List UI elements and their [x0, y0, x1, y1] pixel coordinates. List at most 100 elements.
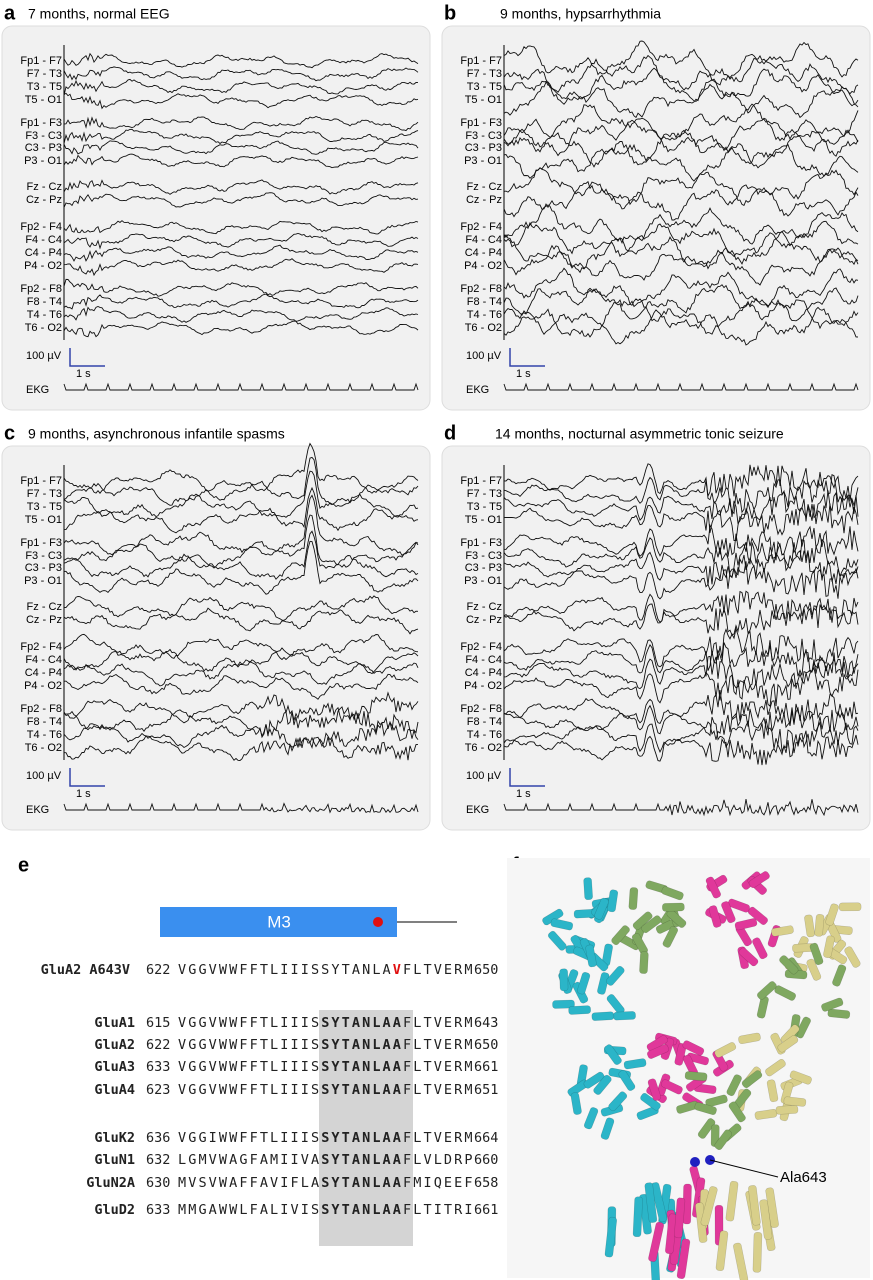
eeg-trace	[503, 642, 859, 678]
residues: VGGVWWFFTLIIIS	[178, 1059, 322, 1075]
helix	[632, 1196, 643, 1238]
channel-label: Fp2 - F8	[460, 703, 502, 715]
channel-label: Fp2 - F4	[460, 221, 502, 233]
channel-label: P3 - O1	[464, 575, 502, 587]
channel-label: C4 - P4	[465, 667, 502, 679]
channel-label: F7 - T3	[467, 68, 502, 80]
helix	[568, 1005, 591, 1015]
residues: SYTANLA	[321, 1082, 393, 1098]
helix	[844, 946, 861, 968]
start-number: 622	[146, 1037, 171, 1053]
eeg-trace	[63, 116, 419, 132]
helix	[752, 937, 768, 960]
channel-label: T6 - O2	[25, 742, 62, 754]
residues: FMIQEEF	[403, 1175, 475, 1191]
sequence-name: GluA4	[94, 1082, 135, 1098]
helix	[661, 886, 684, 901]
panel-letter: b	[444, 2, 456, 24]
sequence-name: GluD2	[94, 1202, 135, 1218]
residues: FLTITRI	[403, 1202, 475, 1218]
eeg-trace	[63, 320, 419, 338]
end-number: 660	[474, 1152, 499, 1168]
eeg-trace	[63, 442, 419, 494]
helix	[550, 918, 574, 931]
helix	[814, 914, 825, 937]
helix	[682, 1040, 705, 1056]
helix	[738, 1032, 761, 1045]
helix	[648, 1221, 665, 1262]
site-label: Ala643	[780, 1169, 827, 1186]
eeg-trace	[503, 489, 859, 525]
panel-letter: e	[18, 854, 29, 876]
scale-amplitude: 100 µV	[466, 350, 502, 362]
helix	[594, 897, 609, 920]
eeg-trace	[63, 220, 419, 235]
channel-label: P3 - O1	[24, 575, 62, 587]
eeg-trace	[63, 514, 419, 569]
channel-label: F8 - T4	[27, 296, 62, 308]
sequence-name: GluN2A	[86, 1175, 135, 1191]
channel-label: F3 - C3	[25, 550, 62, 562]
eeg-trace	[64, 735, 419, 761]
start-number: 636	[146, 1130, 171, 1146]
ekg-label: EKG	[466, 804, 489, 816]
helix	[777, 1035, 799, 1053]
helix	[714, 1129, 733, 1151]
helix	[708, 905, 722, 928]
helix	[766, 1079, 779, 1103]
helix	[611, 925, 630, 946]
helix	[725, 1180, 739, 1222]
residues: FLTVERM	[403, 1082, 475, 1098]
helix	[591, 1011, 615, 1021]
eeg-trace	[63, 140, 419, 155]
helix	[705, 876, 721, 899]
helix	[577, 972, 591, 995]
channel-label: T3 - T5	[27, 501, 62, 513]
helix	[597, 972, 610, 995]
channel-label: Cz - Pz	[26, 194, 62, 206]
channel-label: Fp2 - F8	[20, 703, 62, 715]
ekg-trace	[63, 802, 419, 814]
helix	[593, 1074, 612, 1095]
helix	[662, 902, 685, 912]
channel-label: Fp1 - F3	[20, 117, 62, 129]
eeg-trace	[63, 278, 419, 297]
helix	[806, 958, 822, 981]
helix	[752, 1232, 763, 1273]
eeg-trace	[503, 141, 859, 182]
helix	[832, 964, 847, 987]
end-number: 661	[474, 1059, 499, 1075]
sequence: VGGVWWFFTLIIISSYTANLAAFLTVERM	[178, 1035, 475, 1055]
helix	[674, 1043, 687, 1066]
helix	[728, 1101, 746, 1123]
helix	[721, 901, 736, 924]
conserved-box	[319, 1010, 414, 1246]
channel-label: F7 - T3	[467, 488, 502, 500]
helix	[583, 877, 593, 901]
helix	[705, 1094, 728, 1108]
start-number: 622	[146, 962, 171, 978]
end-number: 661	[474, 1202, 499, 1218]
channel-label: Fp1 - F7	[20, 55, 62, 67]
helix	[640, 1093, 661, 1111]
scale-bar	[509, 348, 545, 367]
eeg-trace	[63, 706, 419, 739]
eeg-trace	[63, 607, 419, 635]
helix	[726, 1074, 742, 1097]
helix	[825, 903, 839, 926]
channel-label: Fp1 - F3	[460, 117, 502, 129]
channel-label: F3 - C3	[465, 550, 502, 562]
helix	[583, 1107, 599, 1130]
scale-time: 1 s	[76, 368, 91, 380]
helix	[823, 935, 835, 959]
residues: FLTVERM	[403, 1130, 475, 1146]
channel-label: Fp1 - F7	[460, 475, 502, 487]
sequence: VGGVWWFFTLIIISSYTANLAAFLTVERM	[178, 1013, 475, 1033]
helix	[605, 965, 625, 986]
helix	[600, 1117, 615, 1140]
channel-label: F7 - T3	[27, 68, 62, 80]
residues: A	[392, 1059, 404, 1075]
residues: VGGVWWFFTLIIIS	[178, 1015, 322, 1031]
